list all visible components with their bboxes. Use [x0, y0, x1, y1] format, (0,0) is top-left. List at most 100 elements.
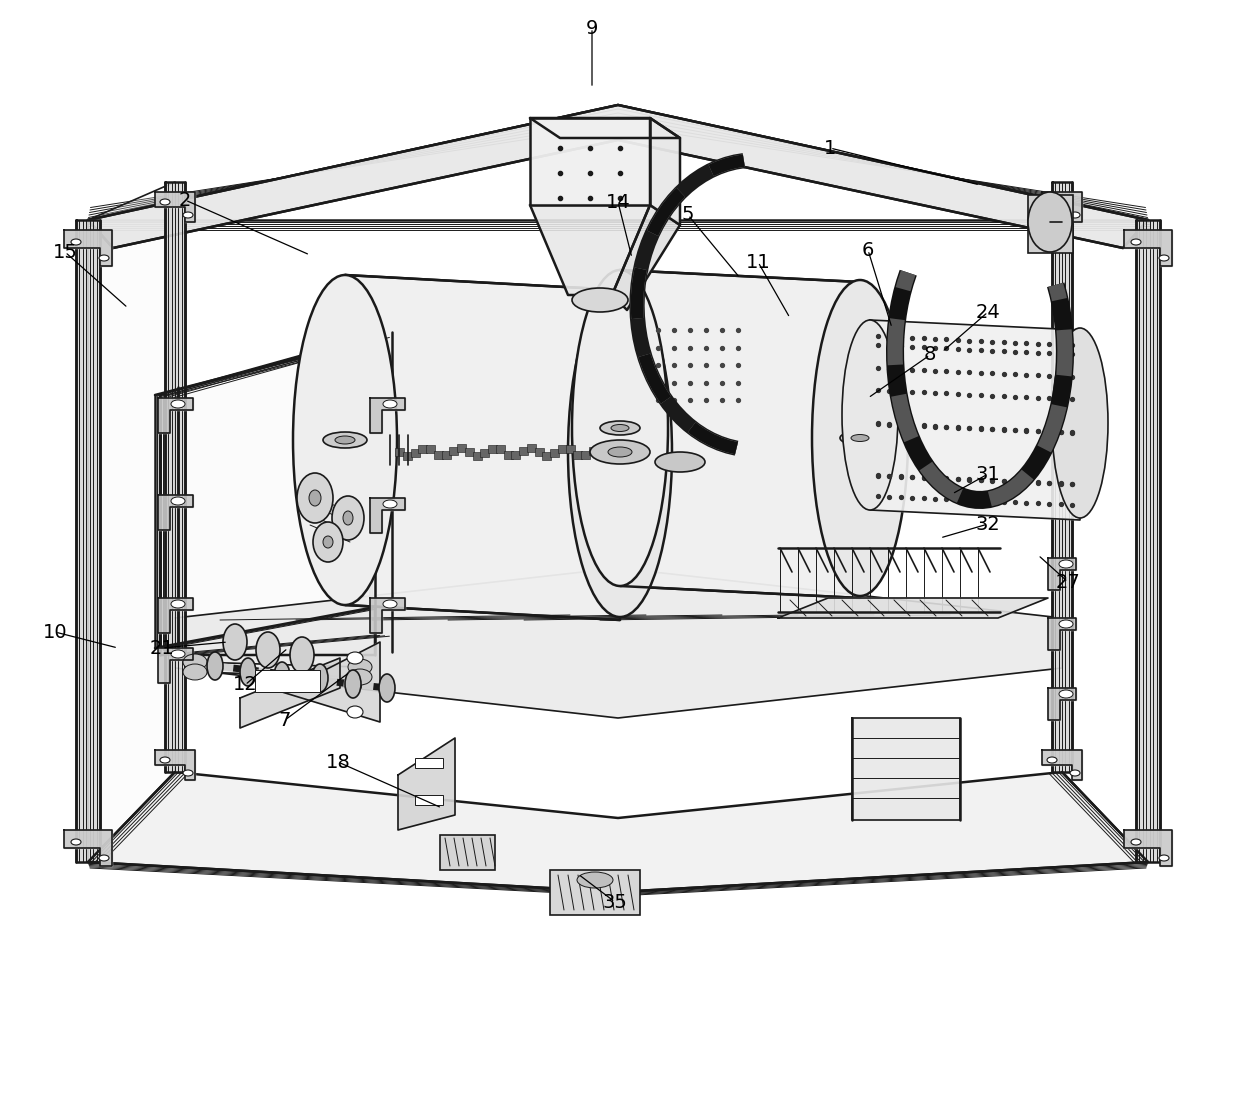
Bar	[410, 450, 419, 457]
Bar	[415, 758, 443, 768]
Polygon shape	[155, 750, 195, 780]
Polygon shape	[1123, 230, 1172, 266]
Ellipse shape	[572, 288, 627, 312]
Ellipse shape	[1070, 770, 1080, 776]
Ellipse shape	[1131, 839, 1141, 845]
Bar	[551, 870, 640, 915]
Text: 8: 8	[924, 346, 936, 364]
Text: 10: 10	[42, 622, 67, 641]
Text: 32: 32	[976, 514, 1001, 534]
Ellipse shape	[99, 856, 109, 861]
Ellipse shape	[611, 424, 629, 431]
Text: 24: 24	[976, 303, 1001, 322]
Bar	[565, 445, 574, 453]
Ellipse shape	[347, 652, 363, 664]
Ellipse shape	[184, 654, 207, 670]
Bar	[418, 444, 428, 453]
Polygon shape	[88, 772, 1148, 892]
Polygon shape	[777, 598, 1048, 618]
Ellipse shape	[207, 652, 223, 680]
Ellipse shape	[383, 600, 397, 608]
Ellipse shape	[335, 437, 355, 444]
Bar	[604, 449, 614, 456]
Text: 1: 1	[823, 139, 836, 158]
Bar	[613, 452, 621, 459]
Ellipse shape	[348, 670, 372, 685]
Ellipse shape	[312, 664, 329, 693]
Polygon shape	[1042, 750, 1083, 780]
Ellipse shape	[572, 270, 668, 586]
Polygon shape	[529, 205, 650, 295]
Ellipse shape	[322, 536, 334, 548]
Bar	[596, 444, 605, 452]
Bar	[255, 670, 320, 693]
Ellipse shape	[274, 662, 290, 690]
Polygon shape	[613, 205, 680, 310]
Text: 5: 5	[682, 206, 694, 224]
Polygon shape	[650, 118, 680, 225]
Ellipse shape	[160, 757, 170, 763]
Ellipse shape	[171, 400, 185, 408]
Polygon shape	[1048, 688, 1076, 720]
Text: 31: 31	[976, 465, 1001, 484]
Polygon shape	[1048, 558, 1076, 590]
Polygon shape	[88, 182, 175, 862]
Polygon shape	[281, 642, 379, 722]
Ellipse shape	[568, 287, 672, 617]
Bar	[542, 452, 552, 459]
Bar	[415, 795, 443, 805]
Ellipse shape	[241, 657, 255, 686]
Polygon shape	[165, 182, 185, 772]
Bar	[520, 446, 528, 455]
Ellipse shape	[1047, 757, 1056, 763]
Ellipse shape	[171, 497, 185, 505]
Ellipse shape	[309, 490, 321, 507]
Text: 15: 15	[52, 243, 77, 261]
Ellipse shape	[290, 637, 314, 673]
Polygon shape	[64, 230, 112, 266]
Ellipse shape	[1052, 328, 1109, 517]
Bar	[458, 444, 466, 452]
Bar	[441, 452, 450, 459]
Ellipse shape	[1059, 560, 1073, 568]
Polygon shape	[529, 118, 650, 205]
Bar	[449, 446, 459, 455]
Ellipse shape	[608, 447, 632, 457]
Ellipse shape	[71, 238, 81, 245]
Bar	[440, 835, 495, 870]
Ellipse shape	[322, 432, 367, 449]
Ellipse shape	[184, 664, 207, 680]
Ellipse shape	[383, 400, 397, 408]
Ellipse shape	[255, 632, 280, 668]
Polygon shape	[157, 494, 193, 529]
Bar	[582, 452, 590, 459]
Ellipse shape	[99, 255, 109, 261]
Ellipse shape	[343, 511, 353, 525]
Polygon shape	[1123, 830, 1172, 866]
Bar	[480, 450, 490, 457]
Ellipse shape	[1028, 193, 1073, 252]
Polygon shape	[852, 718, 960, 820]
Bar	[620, 450, 629, 457]
Bar	[427, 445, 435, 453]
Text: 6: 6	[862, 241, 874, 259]
Ellipse shape	[1047, 199, 1056, 205]
Bar	[403, 452, 412, 459]
Polygon shape	[398, 738, 455, 830]
Ellipse shape	[171, 650, 185, 657]
Bar	[489, 444, 497, 453]
Ellipse shape	[590, 440, 650, 464]
Polygon shape	[175, 568, 1061, 718]
Text: 11: 11	[745, 253, 770, 271]
Bar	[589, 446, 598, 455]
Ellipse shape	[171, 600, 185, 608]
Ellipse shape	[600, 421, 640, 435]
Text: 14: 14	[605, 193, 630, 211]
Polygon shape	[1048, 618, 1076, 650]
Bar	[503, 451, 512, 458]
Ellipse shape	[184, 212, 193, 218]
Ellipse shape	[1059, 620, 1073, 628]
Polygon shape	[345, 275, 620, 620]
Polygon shape	[157, 648, 193, 683]
Bar	[551, 450, 559, 457]
